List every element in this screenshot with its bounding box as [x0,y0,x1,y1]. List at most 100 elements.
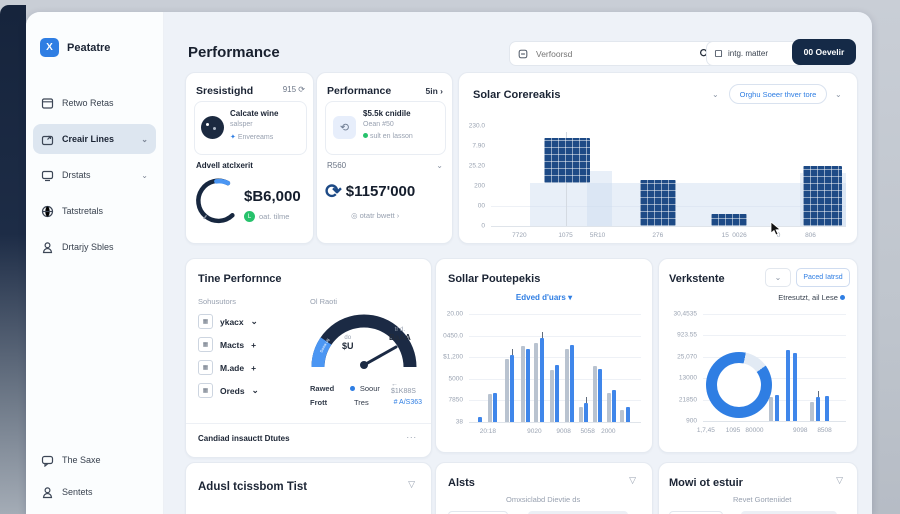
input-field[interactable] [741,511,837,514]
sparkle-icon: ✦ [230,134,236,141]
gridline [703,356,846,358]
amount-row: ⟳ $1157'000 [325,179,415,204]
logo-text: Peatatre [67,41,111,54]
card-footer-link[interactable]: Candiad insauctt Dtutes [198,434,290,443]
chart-filter-pill[interactable]: Orghu Soeer thver tore [729,84,827,104]
chart-bar[interactable] [565,348,570,422]
list-item-macts[interactable]: ▦ Macts + [198,336,300,353]
chart-bar[interactable] [711,214,747,226]
chart-bar[interactable] [606,392,611,422]
chart-bar[interactable] [625,406,630,422]
verkstente-chart: 30,4535 923.55 25,070 13000 21850 900 1,7,45 10… [659,259,857,452]
y-tick-label: 20.00 [446,310,463,318]
list-item-chevron-down-icon[interactable]: ⌄ [251,385,259,395]
app-logo[interactable]: X Peatatre [40,38,110,57]
card-title: Mowi ot estuir [669,477,743,489]
sidebar-item-tatstretals[interactable]: Tatstretals [33,196,156,226]
whisker [512,349,514,356]
chevron-button[interactable]: ⌄ [765,268,791,287]
y-tick-label: 5000 [448,375,463,383]
chart-dropdown[interactable]: Edved d'uars ▾ [515,293,573,302]
chart-bar[interactable] [579,406,584,422]
chart-bar[interactable] [505,359,510,422]
chart-bar[interactable] [611,389,616,422]
chart-bar[interactable] [620,410,625,422]
sidebar-item-drtarjy-sbles[interactable]: Drtarjy Sbles [33,232,156,262]
sidebar-item-retwo-retas[interactable]: Retwo Retas [33,88,156,118]
y-tick-label: 7850 [448,396,463,404]
divider [186,423,431,424]
card-title: Adusl tcissbom Tist [198,481,308,493]
legend-value: # A/S363 [393,398,422,406]
chart-bar[interactable] [539,337,544,422]
chart-bar[interactable] [598,369,602,422]
chart-bar[interactable] [510,355,515,422]
list-item-oreds[interactable]: ▦ Oreds ⌄ [198,382,300,399]
chart-bar[interactable] [477,416,482,422]
avatar [201,116,224,139]
chart-bar[interactable] [544,138,591,183]
dropdown-triangle-icon[interactable]: ▽ [836,475,843,485]
chart-bar[interactable] [815,397,820,421]
dropdown-triangle-icon[interactable]: ▽ [408,479,415,489]
list-item-m-ade[interactable]: ▦ M.ade + [198,359,300,376]
chart-bar[interactable] [774,395,779,421]
input-field[interactable] [448,511,508,514]
chart-bar[interactable] [487,393,492,422]
amount-value: $1157'000 [345,183,416,200]
chart-bar[interactable] [520,346,525,422]
card-footer[interactable]: ◎ otatr bwett › [351,211,400,220]
card-title: Verkstente [669,273,725,285]
sidebar-item-label: The Saxe [62,455,101,465]
dropdown-triangle-icon[interactable]: ▽ [629,475,636,485]
sidebar-item-the-saxe[interactable]: The Saxe [41,446,151,474]
search-box[interactable] [509,41,719,66]
chart-bar[interactable] [584,402,589,422]
chart-bar[interactable] [824,396,829,421]
chart-bar[interactable] [640,180,676,226]
filter-dropdown[interactable]: intg. matter ▾ [706,41,806,66]
x-tick-label: 5R10 [589,232,606,239]
chart-bar[interactable] [493,392,498,422]
sidebar-item-drstats[interactable]: Drstats ⌄ [33,160,156,190]
y-tick-label: 7.90 [472,142,485,150]
card-link[interactable]: 5in › [425,86,443,96]
chart-bar[interactable] [592,365,597,422]
chart-bar[interactable] [549,370,554,422]
y-tick-label: 230.0 [468,122,485,130]
sidebar: X Peatatre Retwo Retas Creair Lines ⌄ Drsta… [26,12,164,514]
chevron-down-icon[interactable]: ⌄ [835,90,842,99]
chart-bar[interactable] [555,364,559,422]
list-item-plus-icon[interactable]: + [251,362,257,373]
input-field[interactable] [669,511,723,514]
profile-subcard[interactable]: Calcate wine salsper ✦ Envereams [194,101,307,155]
input-field[interactable] [528,511,628,514]
list-item-ykacx[interactable]: ▦ ykacx ⌄ [198,313,300,330]
chart-bar[interactable] [785,350,790,421]
primary-action-button[interactable]: 00 Oevelir [792,39,856,65]
chart-bar[interactable] [525,348,530,422]
chart-bar[interactable] [803,166,843,226]
sidebar-item-creair-lines[interactable]: Creair Lines ⌄ [33,124,156,154]
chart-bar[interactable] [570,345,575,422]
chart-bar[interactable] [534,343,539,422]
section-label: Advell atclxerit [196,161,253,170]
search-input[interactable] [534,47,693,60]
chart-area [586,171,612,226]
filter-label: intg. matter [728,49,769,58]
paced-button[interactable]: Paced Iatrsd [796,268,850,287]
list-item-chevron-down-icon[interactable]: ⌄ [250,316,258,326]
chart-bar[interactable] [793,352,798,421]
chevron-down-icon[interactable]: ⌄ [712,90,719,99]
sidebar-item-sentets[interactable]: Sentets [41,478,151,506]
more-icon[interactable]: ... [406,430,417,440]
card-subtitle: Omxsiclabd Dievtie ds [506,495,581,504]
list-item-plus-icon[interactable]: + [251,339,257,350]
profile-subcard[interactable]: ⟲ $5.5k cnidile Oean #50 sult en lasson [325,101,446,155]
window-icon [41,97,54,109]
chart-bar[interactable] [768,397,773,421]
legend-dot [350,385,355,391]
range-dropdown[interactable]: R560 ⌄ [327,161,443,170]
card-meta[interactable]: 915 ⟳ [283,85,305,94]
chart-bar[interactable] [810,401,815,421]
